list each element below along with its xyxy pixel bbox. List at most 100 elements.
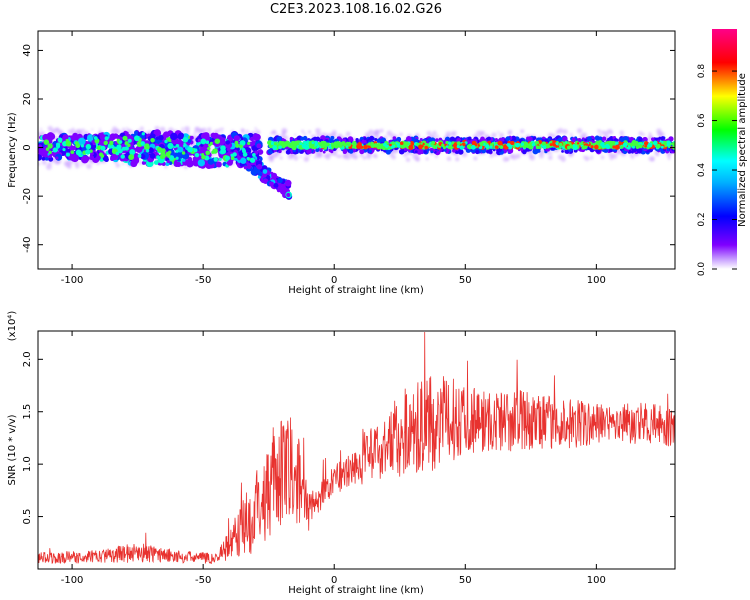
top-plot-frame <box>37 30 676 270</box>
heatmap-blob <box>43 139 50 145</box>
bottom-y-axis-label: SNR (10 * v/v) <box>7 414 18 485</box>
heatmap-blob <box>175 149 179 153</box>
heatmap-blob <box>71 154 79 163</box>
heatmap-halo <box>333 132 336 135</box>
heatmap-blob <box>177 146 184 153</box>
heatmap-halo <box>434 154 439 159</box>
heatmap-halo <box>308 153 312 157</box>
heatmap-blob <box>494 145 499 149</box>
heatmap-halo <box>650 156 655 162</box>
heatmap-halo <box>453 134 457 138</box>
heatmap-blob <box>494 138 498 142</box>
heatmap-blob <box>48 150 52 155</box>
heatmap-blob <box>363 144 368 150</box>
heatmap-blob <box>601 144 606 149</box>
heatmap-blob <box>215 161 222 168</box>
heatmap-halo <box>473 156 478 161</box>
heatmap-halo <box>80 164 83 167</box>
heatmap-blob <box>542 145 547 150</box>
heatmap-halo <box>668 155 671 158</box>
heatmap-blob <box>423 150 428 154</box>
heatmap-blob <box>651 137 655 142</box>
heatmap-blob <box>420 142 423 145</box>
heatmap-halo <box>655 152 660 157</box>
heatmap-blob <box>148 147 154 154</box>
heatmap-blob <box>581 145 586 150</box>
heatmap-halo <box>425 157 429 161</box>
heatmap-halo <box>345 154 351 160</box>
colorbar-tick-label: 0.6 <box>697 113 707 128</box>
heatmap-blob <box>128 154 135 161</box>
heatmap-blob <box>246 156 250 161</box>
heatmap-blob <box>149 133 156 140</box>
colorbar-tick-label: 0.2 <box>697 212 707 226</box>
heatmap-halo <box>657 131 663 137</box>
heatmap-blob <box>89 155 95 161</box>
heatmap-blob <box>167 150 172 154</box>
heatmap-blob <box>506 143 511 148</box>
heatmap-halo <box>598 133 602 138</box>
heatmap-blob <box>392 136 397 140</box>
heatmap-blob <box>141 160 146 165</box>
heatmap-blob <box>456 141 461 146</box>
heatmap-blob <box>608 148 613 153</box>
heatmap-blob <box>656 143 661 149</box>
heatmap-blob <box>385 144 389 148</box>
top-x-tick-label: -100 <box>61 275 84 286</box>
heatmap-blob <box>601 136 607 141</box>
heatmap-halo <box>54 128 60 133</box>
heatmap-halo <box>254 127 257 130</box>
heatmap-halo <box>110 129 115 134</box>
heatmap-halo <box>581 132 588 138</box>
heatmap-blob <box>225 140 231 145</box>
heatmap-halo <box>316 132 322 138</box>
heatmap-blob <box>181 151 186 155</box>
heatmap-halo <box>497 131 500 134</box>
heatmap-blob <box>218 138 226 146</box>
heatmap-halo <box>39 128 43 131</box>
heatmap-blob <box>218 157 222 162</box>
heatmap-blob <box>65 140 72 147</box>
heatmap-halo <box>307 130 312 134</box>
heatmap-halo <box>583 155 586 159</box>
heatmap-halo <box>600 155 605 160</box>
heatmap-blob <box>271 172 278 179</box>
heatmap-blob <box>376 138 382 144</box>
heatmap-halo <box>368 129 374 135</box>
bottom-y-tick-label: 1.5 <box>22 404 33 420</box>
heatmap-halo <box>603 131 609 136</box>
heatmap-halo <box>303 132 307 136</box>
heatmap-halo <box>81 128 85 132</box>
heatmap-halo <box>274 154 278 158</box>
heatmap-halo <box>195 126 201 132</box>
bottom-plot-frame <box>37 330 676 570</box>
heatmap-blob <box>445 145 449 148</box>
heatmap-blob <box>115 151 120 156</box>
heatmap-blob <box>629 137 633 142</box>
heatmap-halo <box>98 127 102 131</box>
heatmap-blob <box>62 134 69 141</box>
heatmap-blob <box>75 143 81 149</box>
heatmap-blob <box>612 145 616 149</box>
bottom-x-tick-label: -50 <box>195 575 211 586</box>
heatmap-blob <box>448 141 452 145</box>
heatmap-blob <box>367 142 371 146</box>
heatmap-blob <box>632 145 635 149</box>
heatmap-blob <box>205 150 211 156</box>
heatmap-blob <box>351 141 357 146</box>
heatmap-blob <box>194 152 200 158</box>
heatmap-band <box>38 125 675 200</box>
heatmap-blob <box>308 144 314 149</box>
heatmap-blob <box>445 140 449 145</box>
heatmap-blob <box>257 175 261 179</box>
heatmap-halo <box>181 127 184 130</box>
bottom-x-axis-label: Height of straight line (km) <box>288 585 424 596</box>
heatmap-blob <box>150 137 155 143</box>
heatmap-blob <box>99 133 106 141</box>
heatmap-blob <box>368 149 372 154</box>
heatmap-blob <box>432 144 437 150</box>
heatmap-blob <box>254 133 261 141</box>
heatmap-blob <box>523 144 527 149</box>
heatmap-blob <box>479 141 484 146</box>
heatmap-blob <box>300 136 305 141</box>
